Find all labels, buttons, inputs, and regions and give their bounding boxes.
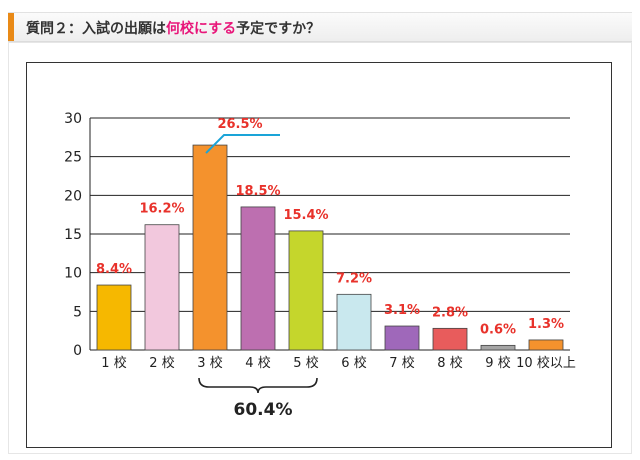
x-tick-label: 10 校以上 <box>516 355 576 371</box>
data-label: 18.5% <box>235 184 280 199</box>
y-tick-label: 30 <box>64 111 82 127</box>
question-suffix: 予定ですか？ <box>236 21 321 37</box>
question-title: 質問２：入試の出願は何校にする予定ですか？ <box>26 18 320 38</box>
bar <box>528 339 564 351</box>
x-tick-label: 3 校 <box>197 355 222 371</box>
bar <box>480 344 516 351</box>
x-tick-label: 6 校 <box>341 355 366 371</box>
question-accent-bar <box>8 13 14 41</box>
x-tick-label: 7 校 <box>389 355 414 371</box>
data-label: 8.4% <box>96 262 132 277</box>
bar <box>288 230 324 351</box>
question-prefix: 質問２：入試の出願は <box>26 21 166 37</box>
x-tick-label: 1 校 <box>101 355 126 371</box>
x-tick-label: 2 校 <box>149 355 174 371</box>
y-tick-label: 15 <box>64 227 82 243</box>
group-total-label: 60.4% <box>233 400 293 420</box>
group-brace <box>198 377 318 394</box>
data-label: 7.2% <box>336 271 372 286</box>
x-tick-label: 8 校 <box>437 355 462 371</box>
y-tick-label: 20 <box>64 188 82 204</box>
question-header: 質問２：入試の出願は何校にする予定ですか？ <box>8 12 632 42</box>
data-label: 3.1% <box>384 303 420 318</box>
bar <box>144 224 180 351</box>
data-label: 16.2% <box>139 202 184 217</box>
bar <box>192 144 228 351</box>
y-tick-label: 10 <box>64 266 82 282</box>
y-tick-label: 25 <box>64 150 82 166</box>
bar <box>96 284 132 351</box>
y-tick-label: 5 <box>73 304 82 320</box>
data-label: 26.5% <box>217 117 262 132</box>
callout-line <box>205 134 280 154</box>
bar <box>432 327 468 351</box>
data-label: 0.6% <box>480 322 516 337</box>
bar <box>336 293 372 351</box>
bar <box>384 325 420 351</box>
data-label: 2.8% <box>432 305 468 320</box>
bar <box>240 206 276 351</box>
data-label: 15.4% <box>283 208 328 223</box>
question-highlight: 何校にする <box>166 21 237 37</box>
y-tick-label: 0 <box>73 343 82 359</box>
x-tick-label: 4 校 <box>245 355 270 371</box>
x-tick-label: 9 校 <box>485 355 510 371</box>
x-tick-label: 5 校 <box>293 355 318 371</box>
data-label: 1.3% <box>528 317 564 332</box>
